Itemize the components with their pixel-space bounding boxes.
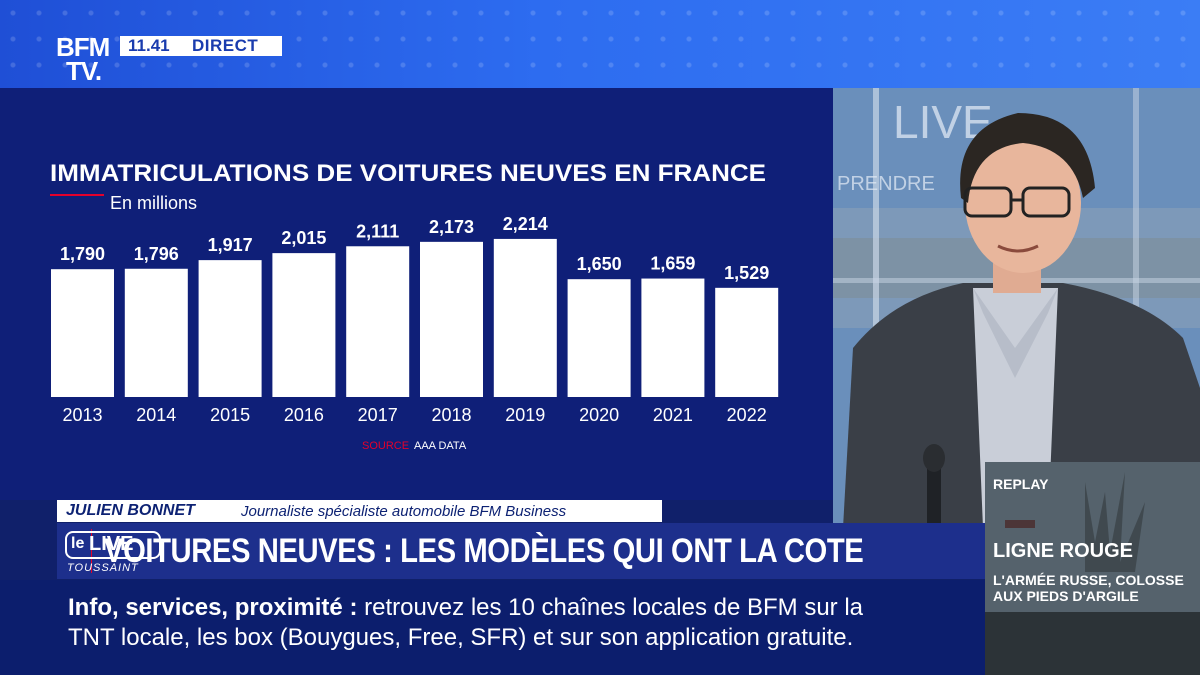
show-logo-sub: TOUSSAINT [67, 562, 139, 574]
replay-subtitle: L'ARMÉE RUSSE, COLOSSE AUX PIEDS D'ARGIL… [993, 572, 1184, 604]
svg-text:PRENDRE: PRENDRE [837, 173, 935, 195]
category-label-2021: 2021 [653, 405, 693, 425]
logo-line2: TV. [66, 56, 102, 86]
category-label-2015: 2015 [210, 405, 250, 425]
bar-2017 [346, 246, 410, 397]
clock-time: 11.41 [128, 36, 170, 55]
value-label-2022: 1,529 [724, 263, 769, 283]
bar-2014 [124, 268, 188, 397]
replay-thumbnail[interactable]: REPLAY LIGNE ROUGE L'ARMÉE RUSSE, COLOSS… [985, 462, 1200, 675]
bar-2016 [272, 253, 336, 397]
title-accent-line [50, 194, 104, 196]
category-label-2013: 2013 [62, 405, 102, 425]
bar-2020 [567, 279, 631, 397]
bar-2018 [420, 241, 483, 397]
value-label-2017: 2,111 [356, 221, 399, 241]
category-label-2014: 2014 [136, 405, 176, 425]
category-label-2022: 2022 [727, 405, 767, 425]
bar-2021 [641, 278, 705, 397]
bars-group: 1,790 2013 1,796 2014 1,917 2015 2,015 2016 2,11… [51, 214, 779, 425]
ticker-line-2: TNT locale, les box (Bouygues, Free, SFR… [68, 624, 854, 651]
value-label-2019: 2,214 [503, 214, 548, 234]
source-label: SOURCE [362, 440, 409, 452]
top-band: BFM TV. 11.41 DIRECT [0, 0, 1200, 88]
replay-label: REPLAY [993, 476, 1049, 492]
category-label-2017: 2017 [358, 405, 398, 425]
guest-name: JULIEN BONNET [66, 502, 195, 519]
ticker-line1-text: retrouvez les 10 chaînes locales de BFM … [364, 594, 864, 621]
ticker-line-1: Info, services, proximité : retrouvez le… [68, 594, 863, 622]
logo-line1: BFM [56, 32, 110, 62]
live-label: DIRECT [192, 36, 259, 55]
bar-2022 [715, 287, 779, 397]
studio-camera-view: LIVE PRENDRE [833, 88, 1200, 528]
headline-bar: le LIVE TOUSSAINT VOITURES NEUVES : LES … [57, 523, 987, 579]
value-label-2021: 1,659 [650, 254, 695, 274]
bar-2015 [198, 260, 262, 397]
guest-name-bar: JULIEN BONNET Journaliste spécialiste au… [57, 500, 662, 522]
value-label-2014: 1,796 [134, 244, 179, 264]
show-logo-live: LIVE [89, 533, 134, 555]
chart-title: IMMATRICULATIONS DE VOITURES NEUVES EN F… [50, 160, 766, 187]
chart-subtitle: En millions [110, 193, 197, 213]
headline-separator [91, 529, 93, 573]
headline-text: VOITURES NEUVES : LES MODÈLES QUI ONT LA… [104, 531, 864, 570]
bfmtv-logo: BFM TV. [56, 34, 114, 84]
category-label-2020: 2020 [579, 405, 619, 425]
value-label-2018: 2,173 [429, 217, 474, 237]
category-label-2016: 2016 [284, 405, 324, 425]
value-label-2016: 2,015 [281, 228, 326, 248]
news-ticker: Info, services, proximité : retrouvez le… [0, 580, 985, 675]
replay-title: LIGNE ROUGE [993, 540, 1134, 562]
show-logo-frame [65, 531, 161, 559]
bar-chart: IMMATRICULATIONS DE VOITURES NEUVES EN F… [50, 160, 779, 452]
bar-2013 [51, 269, 114, 397]
value-label-2015: 1,917 [208, 235, 253, 255]
show-logo-le: le [71, 535, 85, 552]
ticker-lead: Info, services, proximité [68, 594, 343, 621]
show-logo: le LIVE TOUSSAINT [57, 523, 161, 579]
presenter-image: LIVE PRENDRE [833, 88, 1200, 528]
ticker-colon: : [342, 594, 365, 621]
guest-role: Journaliste spécialiste automobile BFM B… [241, 502, 567, 520]
clock-badge: 11.41 DIRECT [120, 36, 282, 56]
category-label-2018: 2018 [431, 405, 471, 425]
value-label-2020: 1,650 [577, 254, 622, 274]
replay-image [985, 462, 1200, 675]
bar-2019 [493, 238, 557, 397]
source-text: AAA DATA [414, 440, 467, 452]
chart-panel: IMMATRICULATIONS DE VOITURES NEUVES EN F… [0, 88, 833, 500]
category-label-2019: 2019 [505, 405, 545, 425]
value-label-2013: 1,790 [60, 244, 105, 264]
